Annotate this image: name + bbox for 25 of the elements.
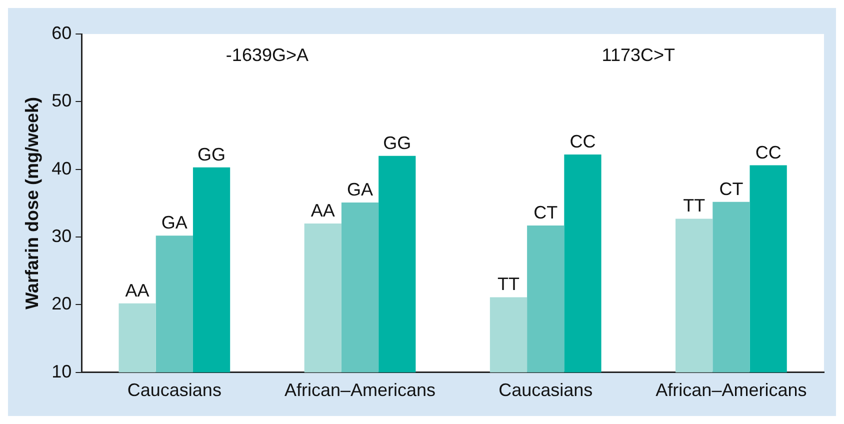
annotation: 1173C>T: [602, 44, 676, 65]
y-tick-label: 60: [52, 22, 72, 43]
y-axis-title: Warfarin dose (mg/week): [22, 97, 42, 310]
x-tick-label: Caucasians: [127, 380, 222, 400]
x-tick-label: African–Americans: [656, 380, 807, 400]
x-tick-label: Caucasians: [498, 380, 593, 400]
data-label: GG: [198, 144, 226, 164]
data-label: GG: [383, 132, 412, 153]
data-label: CC: [570, 131, 596, 152]
data-label: TT: [497, 274, 520, 294]
y-tick-label: 50: [52, 90, 72, 111]
data-label: AA: [310, 200, 335, 220]
data-label: CT: [534, 202, 558, 223]
data-label: AA: [125, 280, 150, 300]
data-label: CT: [719, 178, 744, 199]
data-label: GA: [161, 212, 188, 233]
annotation: -1639G>A: [226, 44, 308, 65]
data-label: GA: [347, 179, 374, 200]
y-tick-label: 20: [52, 294, 72, 314]
data-label: CC: [755, 142, 782, 162]
y-tick-label: 30: [52, 226, 72, 246]
y-tick-label: 10: [52, 361, 72, 382]
y-tick-label: 40: [52, 158, 72, 178]
data-label: TT: [683, 196, 706, 216]
x-tick-label: African–Americans: [284, 380, 436, 400]
